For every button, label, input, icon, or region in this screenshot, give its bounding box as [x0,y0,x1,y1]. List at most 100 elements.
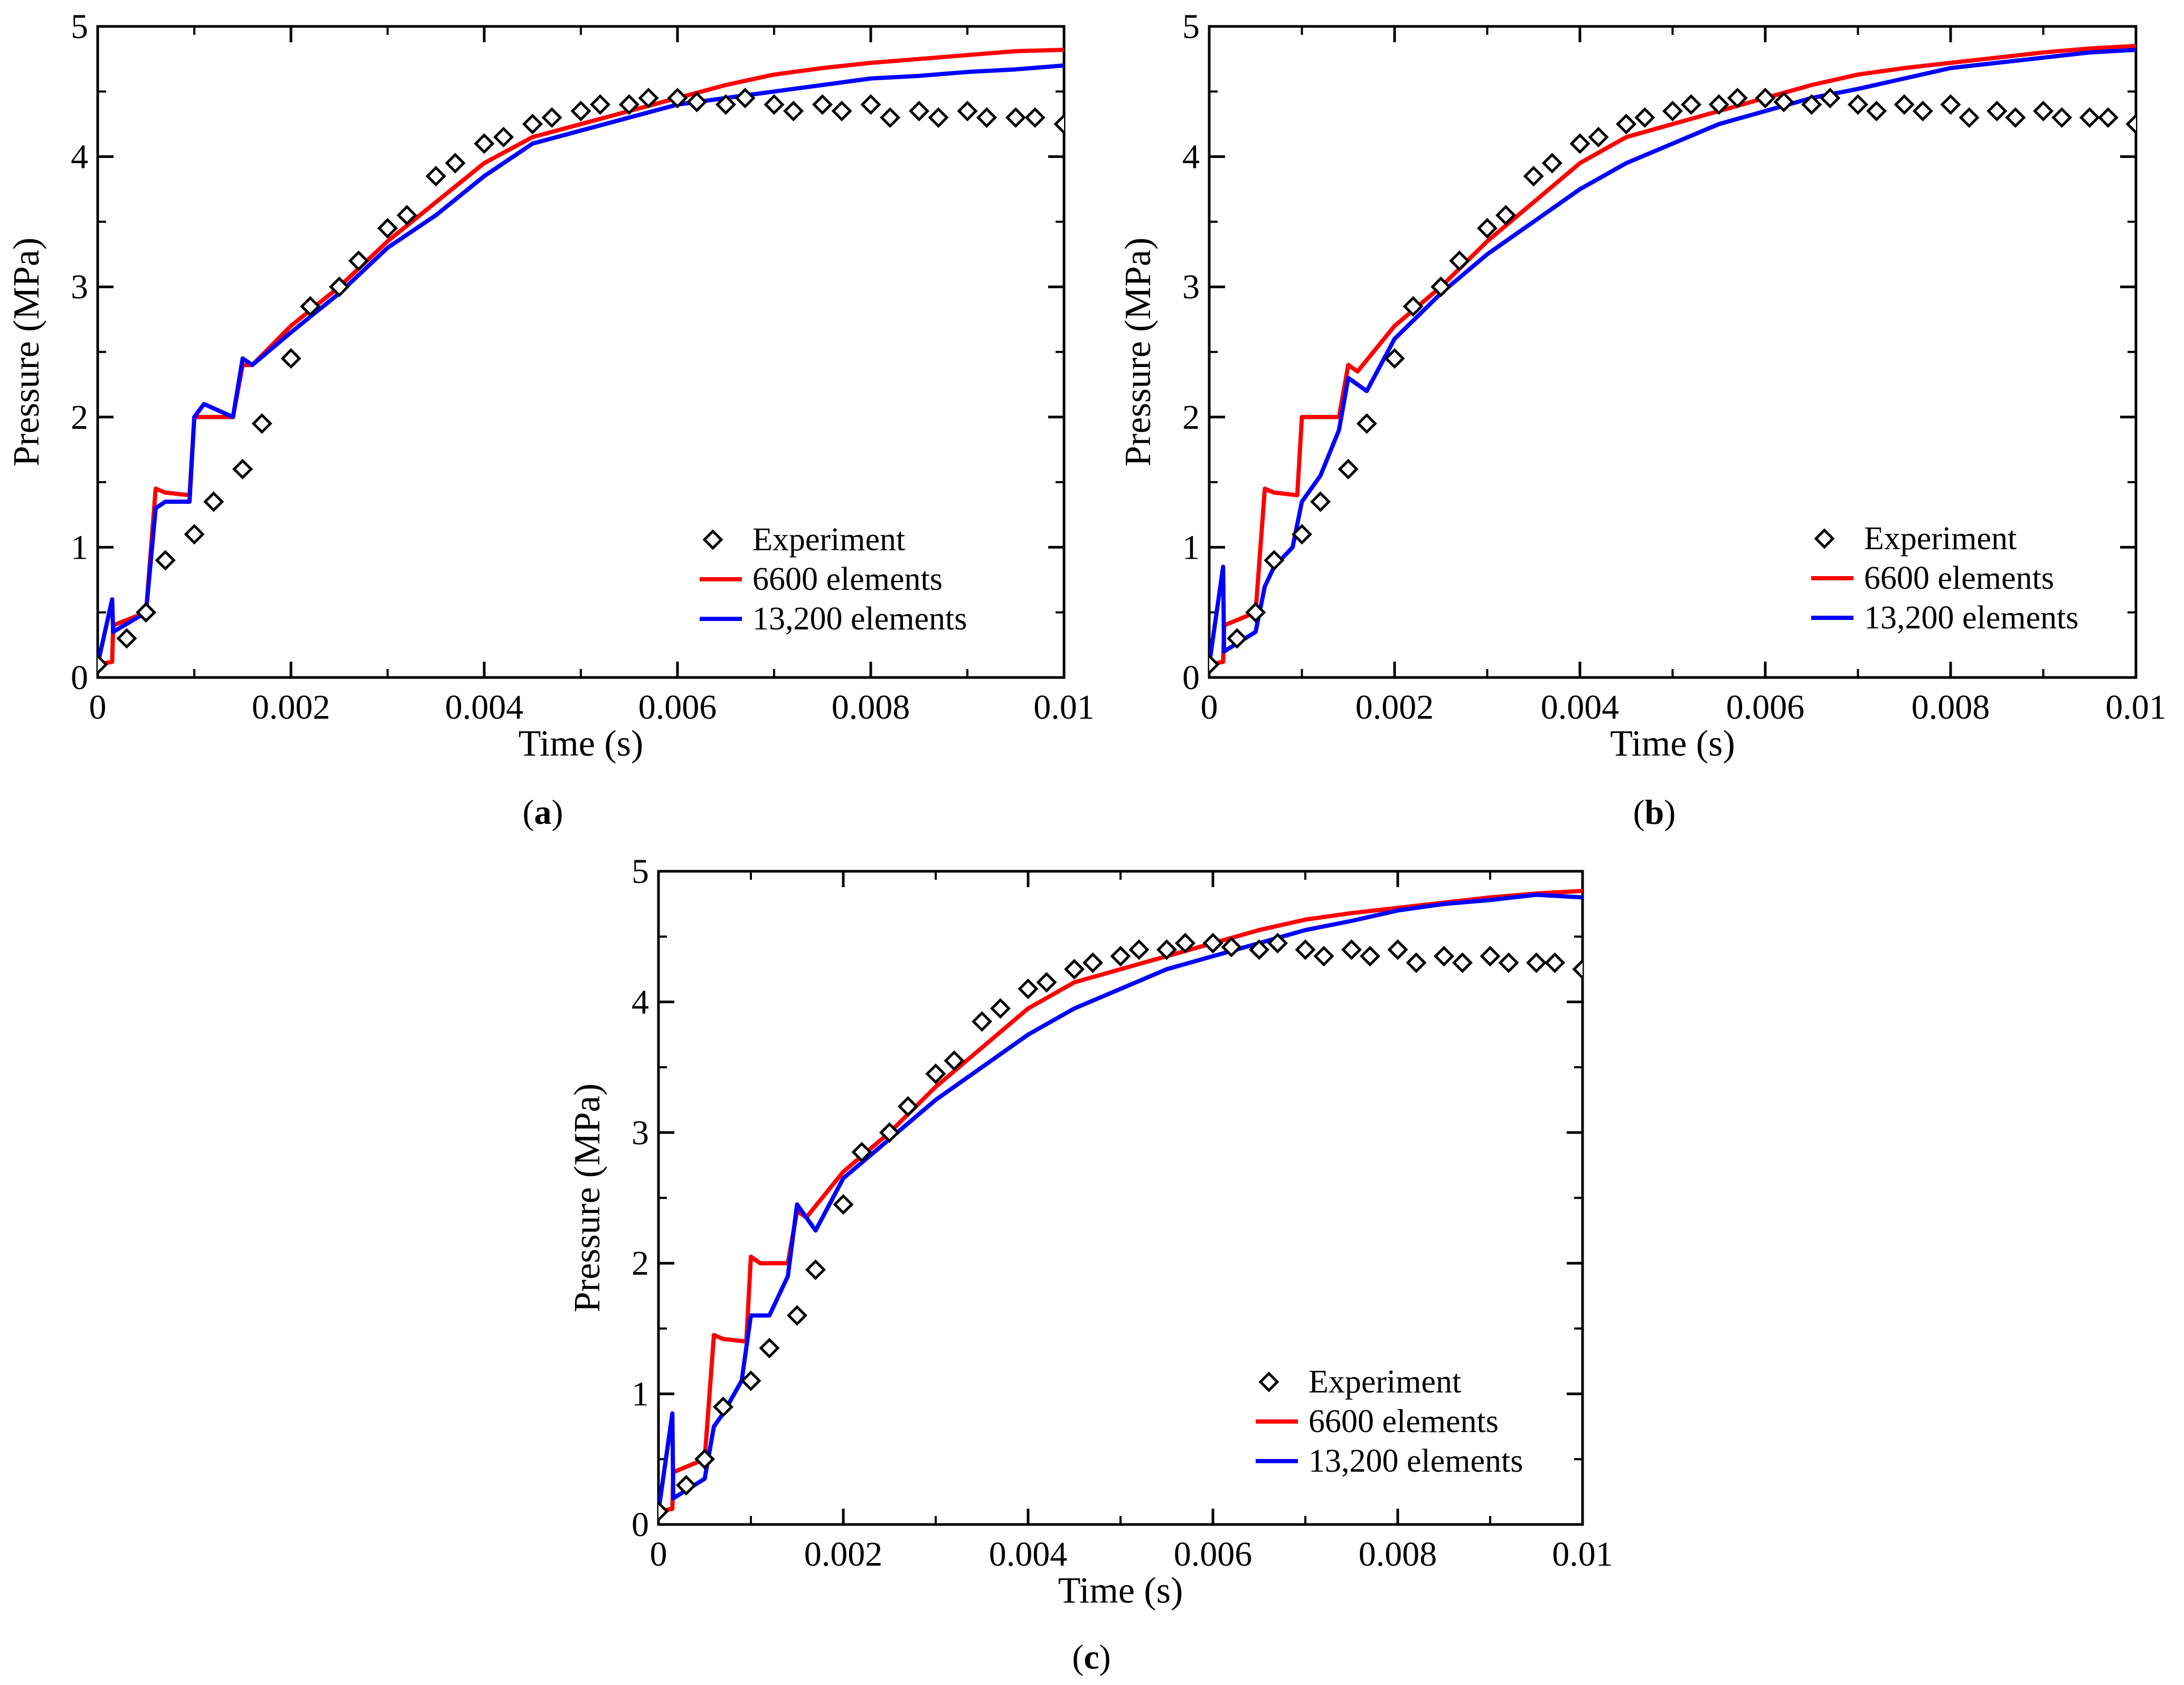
experiment-point [908,100,930,121]
experiment-point [1356,413,1377,434]
experiment-point [1820,88,1841,109]
experiment-point [474,133,495,154]
y-axis-title: Pressure (MPa) [567,1084,608,1313]
x-tick-label: 0.006 [638,688,717,727]
experiment-point [184,524,205,545]
y-tick-label: 3 [632,1114,649,1152]
experiment-point [2032,100,2054,121]
chart-panel-c: 0 0.002 0.004 0.006 0.008 0.01 0 1 2 3 4 5 Time (s) P… [567,852,1613,1677]
experiment-point [686,91,708,112]
y-axis-title: Pressure (MPa) [1118,238,1159,467]
experiment-point [897,1096,919,1117]
y-tick-label: 0 [71,658,88,697]
experiment-point [1036,972,1057,993]
x-tick-label: 0.006 [1174,1535,1253,1574]
x-tick-label: 0.004 [445,688,524,727]
experiment-point [1541,153,1562,174]
experiment-point [2125,114,2136,135]
y-tick-label: 1 [71,528,88,567]
experiment-point [1433,946,1455,967]
experiment-point [1588,127,1609,148]
legend-marker-experiment [1258,1371,1279,1392]
experiment-point [1245,602,1266,623]
x-tick-label: 0 [1201,688,1218,727]
experiment-point [590,94,611,115]
x-tick-label: 0.01 [1033,688,1095,727]
experiment-point [1267,933,1288,954]
experiment-point [1024,107,1046,128]
experiment-point [1406,952,1427,973]
chart-panel-b: 0 0.002 0.004 0.006 0.008 0.01 0 1 2 3 4 5 Time (s) P… [1118,7,2167,832]
experiment-point [232,458,253,479]
x-axis-title: Time (s) [1610,723,1735,764]
y-axis-title: Pressure (MPa) [6,238,47,467]
experiment-point [1572,959,1583,980]
experiment-point [1128,939,1150,960]
x-tick-label: 0 [650,1535,667,1574]
experiment-point [1773,91,1794,112]
experiment-point [2005,107,2026,128]
legend-label: 6600 elements [752,561,943,597]
series-line-6600-elements [1209,44,2136,667]
experiment-point [1174,933,1196,954]
experiment-point [98,654,108,675]
x-tick-label: 0.002 [804,1535,883,1574]
experiment-point [541,107,562,128]
series-line-13-200-elements [98,63,1064,667]
experiment-point [1662,100,1683,121]
series-line-6600-elements [658,889,1583,1514]
experiment-point [833,1194,854,1215]
experiment-point [377,218,398,239]
experiment-point [675,1475,697,1496]
experiment-point [1866,100,1887,121]
panel-label: (c) [1072,1638,1110,1677]
experiment-point [1498,952,1519,973]
experiment-point [155,550,176,571]
legend-label: 6600 elements [1864,560,2054,596]
experiment-point [1227,628,1248,649]
experiment-point [1727,88,1748,109]
experiment-point [712,1396,734,1417]
experiment-point [1449,250,1470,271]
plot-area [658,889,1583,1522]
experiment-point [1291,524,1313,545]
experiment-point [944,1050,965,1071]
experiment-point [1082,952,1104,973]
y-tick-label: 3 [1182,268,1200,306]
experiment-point [280,348,302,369]
legend-label: Experiment [1308,1364,1461,1400]
experiment-point [851,1142,872,1163]
legend-label: 6600 elements [1308,1404,1499,1439]
experiment-point [783,100,804,121]
experiment-point [1847,94,1869,115]
series-line-6600-elements [98,48,1064,667]
experiment-point [1480,946,1501,967]
series-line-13-200-elements [658,892,1583,1514]
experiment-point [1452,952,1473,973]
experiment-point [1341,939,1362,960]
experiment-point [1634,107,1655,128]
experiment-point [425,166,447,187]
experiment-point [971,1011,993,1032]
experiment-point [1221,936,1242,958]
experiment-point [251,413,272,434]
plot-area [98,48,1064,675]
series-line-13-200-elements [1209,48,2136,667]
experiment-point [880,107,901,128]
y-tick-label: 0 [632,1505,649,1544]
experiment-point [735,88,756,109]
experiment-point [397,205,418,226]
y-tick-label: 1 [632,1375,649,1414]
y-tick-label: 5 [1182,7,1200,46]
y-tick-label: 4 [632,983,649,1021]
experiment-point [1338,458,1359,479]
experiment-point [1295,939,1316,960]
experiment-point [1476,218,1498,239]
experiment-point [445,153,466,174]
y-tick-label: 5 [71,7,88,46]
experiment-point [1248,939,1270,960]
legend-label: Experiment [1864,521,2017,557]
experiment-point [300,296,321,317]
experiment-point [1018,978,1039,1000]
experiment-point [1063,959,1085,980]
